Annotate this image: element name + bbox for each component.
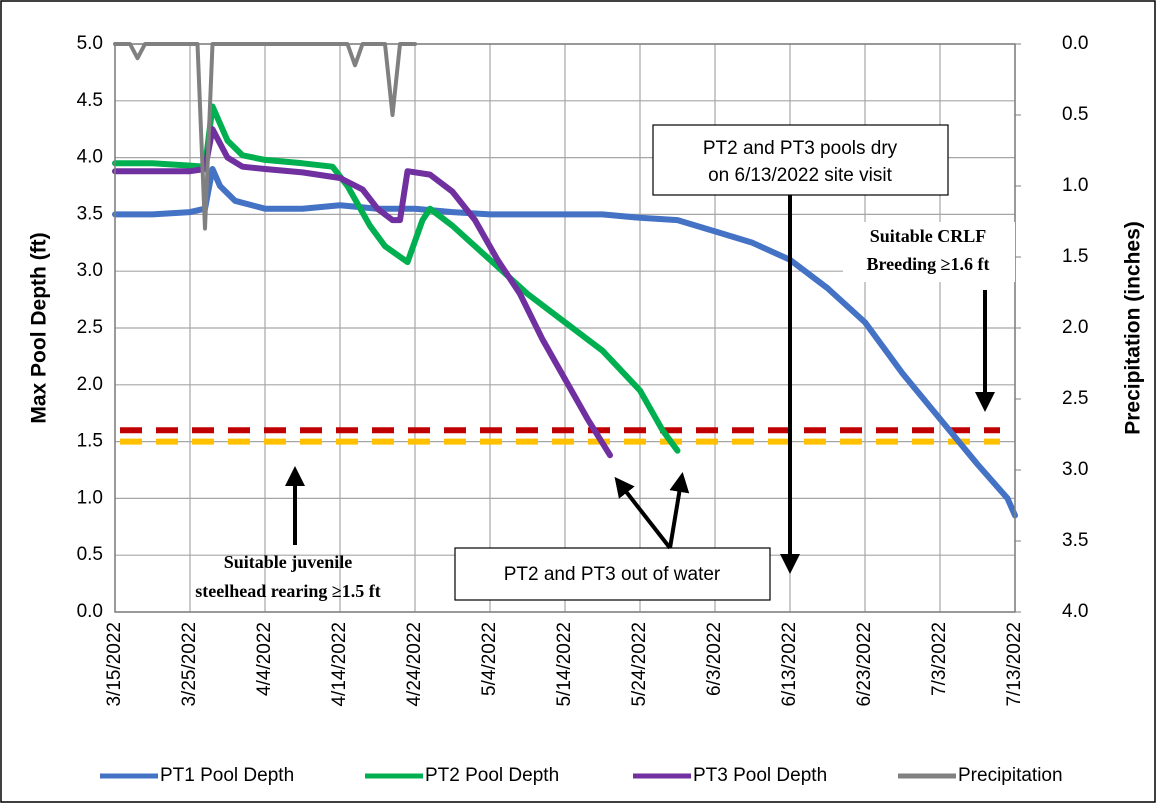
- arrow: [614, 476, 672, 550]
- x-tick-label: 4/4/2022: [254, 622, 275, 696]
- y2-tick-label: 2.5: [1062, 388, 1088, 409]
- x-tick-label: 6/13/2022: [779, 622, 800, 707]
- y-tick-label: 4.0: [77, 147, 103, 168]
- y2-tick-label: 4.0: [1062, 601, 1088, 622]
- legend-label: Precipitation: [958, 765, 1063, 786]
- x-tick-label: 4/14/2022: [329, 622, 350, 707]
- x-tick-label: 7/3/2022: [929, 622, 950, 696]
- y-tick-label: 0.0: [77, 601, 103, 622]
- annotation: Suitable juvenile: [224, 552, 353, 572]
- y-tick-label: 1.0: [77, 487, 103, 508]
- y-tick-label: 2.0: [77, 374, 103, 395]
- annotation-box: [652, 124, 949, 196]
- legend-label: PT3 Pool Depth: [693, 765, 827, 786]
- marks: [112, 42, 1018, 519]
- x-tick-label: 5/4/2022: [479, 622, 500, 696]
- x-tick-label: 5/14/2022: [554, 622, 575, 707]
- annotation-box: [454, 547, 771, 601]
- y2-axis-title: Precipitation (inches): [1122, 221, 1145, 435]
- legend-label: PT2 Pool Depth: [425, 765, 559, 786]
- annotation: steelhead rearing ≥1.5 ft: [195, 581, 381, 601]
- x-tick-label: 3/25/2022: [179, 622, 200, 707]
- y2-tick-label: 0.0: [1062, 33, 1088, 54]
- annotation: on 6/13/2022 site visit: [708, 165, 893, 186]
- y2-tick-label: 2.0: [1062, 317, 1088, 338]
- annotation: PT2 and PT3 out of water: [504, 564, 721, 585]
- annotation: Suitable CRLF: [870, 226, 987, 246]
- y-tick-label: 3.5: [77, 203, 103, 224]
- x-tick-label: 5/24/2022: [629, 622, 650, 707]
- y2-tick-label: 3.5: [1062, 530, 1088, 551]
- y-tick-label: 0.5: [77, 544, 103, 565]
- x-tick-label: 6/3/2022: [704, 622, 725, 696]
- y2-tick-label: 1.5: [1062, 246, 1088, 267]
- x-tick-label: 7/13/2022: [1004, 622, 1025, 707]
- y-tick-label: 5.0: [77, 33, 103, 54]
- x-tick-label: 3/15/2022: [104, 622, 125, 707]
- series-line: [112, 126, 613, 459]
- y-tick-label: 4.5: [77, 90, 103, 111]
- plot-border: [114, 43, 1016, 613]
- series-line: [112, 166, 1018, 519]
- y-tick-label: 3.0: [77, 260, 103, 281]
- annotation-bg: [843, 222, 1015, 282]
- y-tick-label: 2.5: [77, 317, 103, 338]
- y2-tick-label: 0.5: [1062, 104, 1088, 125]
- annotation: PT2 and PT3 pools dry: [703, 138, 898, 159]
- legend: PT1 Pool Depth PT2 Pool Depth PT3 Pool Dep…: [100, 765, 1063, 786]
- y2-tick-label: 3.0: [1062, 459, 1088, 480]
- y2-tick-label: 1.0: [1062, 175, 1088, 196]
- x-tick-label: 6/23/2022: [854, 622, 875, 707]
- x-tick-label: 4/24/2022: [404, 622, 425, 707]
- y-axis-title: Max Pool Depth (ft): [28, 232, 51, 423]
- y-tick-label: 1.5: [77, 431, 103, 452]
- arrow: [668, 472, 690, 549]
- annotation: Breeding ≥1.6 ft: [866, 254, 989, 274]
- legend-label: PT1 Pool Depth: [160, 765, 294, 786]
